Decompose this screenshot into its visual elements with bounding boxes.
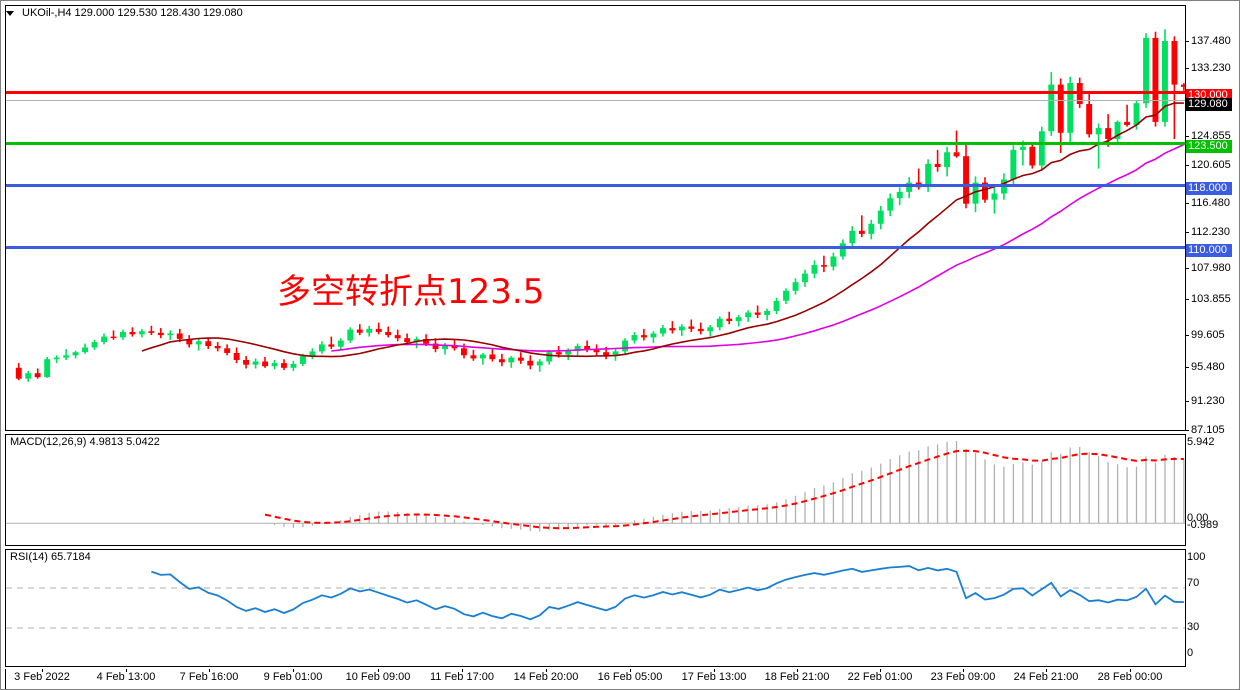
rsi-axis[interactable]: 100 70 30 0 <box>1185 549 1235 667</box>
time-tick <box>1046 669 1047 672</box>
price-tick: 99.605 <box>1185 329 1235 342</box>
price-tick: 120.605 <box>1185 159 1235 172</box>
chart-annotation-text: 多空转折点123.5 <box>277 272 545 312</box>
time-tick <box>42 669 43 672</box>
rsi-plot <box>6 565 1188 629</box>
time-axis-label: 23 Feb 09:00 <box>930 671 996 683</box>
price-panel-header: UKOil-,H4 129.000 129.530 128.430 129.08… <box>22 7 243 19</box>
price-axis-line <box>1185 5 1186 431</box>
time-axis-label: 22 Feb 01:00 <box>847 671 913 683</box>
macd-axis[interactable]: 5.942 0.00 -0.989 <box>1185 434 1235 546</box>
macd-tick: 5.942 <box>1187 436 1215 448</box>
time-axis-label: 4 Feb 13:00 <box>96 671 156 683</box>
price-axis[interactable]: 137.480 133.230 124.855 120.605 116.480 112.2… <box>1185 5 1235 436</box>
macd-tick: -0.989 <box>1187 519 1219 531</box>
level-line-current-price <box>6 100 1188 101</box>
time-axis-label: 28 Feb 00:00 <box>1097 671 1163 683</box>
price-tick: 124.855 <box>1185 130 1235 143</box>
price-label-support-110[interactable]: 110.000 <box>1185 244 1235 257</box>
time-axis-label: 17 Feb 13:00 <box>681 671 747 683</box>
rsi-panel[interactable]: RSI(14) 65.7184 <box>5 549 1189 667</box>
time-tick <box>126 669 127 672</box>
level-line-110[interactable] <box>6 246 1188 249</box>
time-axis-label: 3 Feb 2022 <box>14 671 70 683</box>
price-tick: 137.480 <box>1185 35 1235 48</box>
time-tick <box>1130 669 1131 672</box>
time-tick <box>963 669 964 672</box>
price-chart-panel[interactable]: UKOil-,H4 129.000 129.530 128.430 129.08… <box>5 5 1189 431</box>
time-axis-label: 18 Feb 21:00 <box>764 671 830 683</box>
time-tick <box>714 669 715 672</box>
macd-panel-header: MACD(12,26,9) 4.9813 5.0422 <box>10 436 160 448</box>
macd-panel[interactable]: MACD(12,26,9) 4.9813 5.0422 <box>5 434 1189 546</box>
rsi-tick: 100 <box>1187 551 1206 563</box>
triangle-down-icon[interactable] <box>6 11 14 17</box>
level-line-118[interactable] <box>6 184 1188 187</box>
price-label-support-118[interactable]: 118.000 <box>1185 182 1235 195</box>
rsi-panel-header: RSI(14) 65.7184 <box>10 551 91 563</box>
time-tick <box>880 669 881 672</box>
time-tick <box>462 669 463 672</box>
price-tick: 103.855 <box>1185 293 1235 306</box>
time-tick <box>630 669 631 672</box>
rsi-axis-line <box>1185 549 1186 667</box>
price-tick: 87.105 <box>1185 424 1235 437</box>
price-label-pivot-123-5[interactable]: 123.500 <box>1185 140 1235 153</box>
rsi-tick: 70 <box>1187 577 1200 589</box>
time-axis-label: 24 Feb 21:00 <box>1013 671 1079 683</box>
time-tick <box>293 669 294 672</box>
time-tick <box>797 669 798 672</box>
macd-plot <box>6 441 1188 532</box>
rsi-tick: 30 <box>1187 621 1200 633</box>
price-tick: 112.230 <box>1185 226 1235 239</box>
macd-tick: 0.00 <box>1187 512 1209 524</box>
time-axis-label: 10 Feb 09:00 <box>345 671 411 683</box>
time-tick <box>378 669 379 672</box>
level-line-123-5[interactable] <box>6 142 1188 145</box>
time-tick <box>209 669 210 672</box>
price-tick: 116.480 <box>1185 197 1235 210</box>
time-tick <box>546 669 547 672</box>
candlestick-plot <box>15 29 1187 382</box>
rsi-tick: 0 <box>1187 647 1194 659</box>
time-axis-label: 9 Feb 01:00 <box>263 671 323 683</box>
time-axis-label: 7 Feb 16:00 <box>179 671 239 683</box>
price-tick: 91.230 <box>1185 395 1235 408</box>
level-line-130[interactable] <box>6 91 1188 94</box>
time-axis-label: 11 Feb 17:00 <box>429 671 495 683</box>
price-tick: 133.230 <box>1185 62 1235 75</box>
time-axis-label: 14 Feb 20:00 <box>513 671 579 683</box>
macd-axis-line <box>1185 434 1186 546</box>
time-axis-label: 16 Feb 05:00 <box>597 671 663 683</box>
price-label-current-price-129[interactable]: 129.080 <box>1185 98 1235 111</box>
time-axis[interactable]: 3 Feb 2022 4 Feb 13:00 7 Feb 16:00 9 Feb 01… <box>5 669 1189 689</box>
price-tick: 107.980 <box>1185 262 1235 275</box>
price-tick: 95.480 <box>1185 361 1235 374</box>
